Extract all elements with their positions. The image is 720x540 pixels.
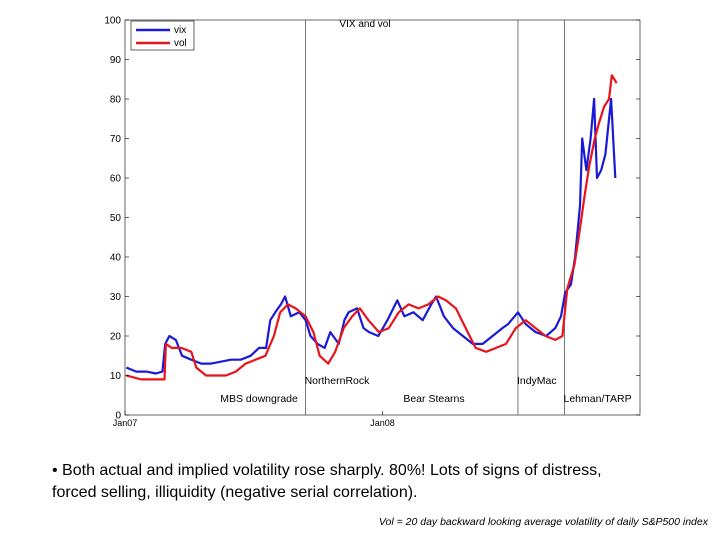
bullet-line-2: forced selling, illiquidity (negative se… xyxy=(52,484,418,501)
event-lines xyxy=(305,20,565,415)
event-label: NorthernRock xyxy=(305,375,371,387)
y-tick-label: 10 xyxy=(110,371,122,382)
series-layer xyxy=(125,74,618,381)
y-tick-label: 50 xyxy=(110,213,122,224)
y-tick-label: 0 xyxy=(115,411,121,422)
chart-title: VIX and vol xyxy=(339,19,390,30)
y-tick-label: 90 xyxy=(110,55,122,66)
bullet-text: • Both actual and implied volatility ros… xyxy=(52,460,692,504)
legend-box xyxy=(130,20,195,51)
series-line-vol xyxy=(126,74,618,381)
plot-frame xyxy=(124,19,641,416)
legend-label-vix: vix xyxy=(174,25,186,36)
event-label: Bear Stearns xyxy=(403,393,464,405)
y-tick-label: 100 xyxy=(104,16,121,27)
footnote: Vol = 20 day backward looking average vo… xyxy=(378,516,708,528)
y-tick-label: 80 xyxy=(110,95,122,106)
bullet-line-1: • Both actual and implied volatility ros… xyxy=(52,462,602,479)
y-tick-label: 60 xyxy=(110,174,122,185)
event-label: IndyMac xyxy=(517,375,557,387)
x-axis: Jan07 Jan08 xyxy=(113,411,395,428)
y-axis: 0 10 20 30 40 50 60 70 80 90 100 xyxy=(104,16,640,422)
event-label: Lehman/TARP xyxy=(564,393,632,405)
legend-label-vol: vol xyxy=(174,38,187,49)
y-tick-label: 20 xyxy=(110,332,122,343)
chart: VIX and vol 0 10 20 30 40 50 60 70 80 90 100 Jan07… xyxy=(104,16,641,428)
x-tick-label: Jan07 xyxy=(113,418,138,428)
event-labels: MBS downgrade NorthernRock Bear Stearns Ind… xyxy=(220,375,631,405)
event-label: MBS downgrade xyxy=(220,393,298,405)
y-tick-label: 40 xyxy=(110,253,122,264)
legend: vix vol xyxy=(130,20,195,51)
y-tick-label: 30 xyxy=(110,292,122,303)
x-tick-label: Jan08 xyxy=(370,418,395,428)
y-tick-label: 70 xyxy=(110,134,122,145)
